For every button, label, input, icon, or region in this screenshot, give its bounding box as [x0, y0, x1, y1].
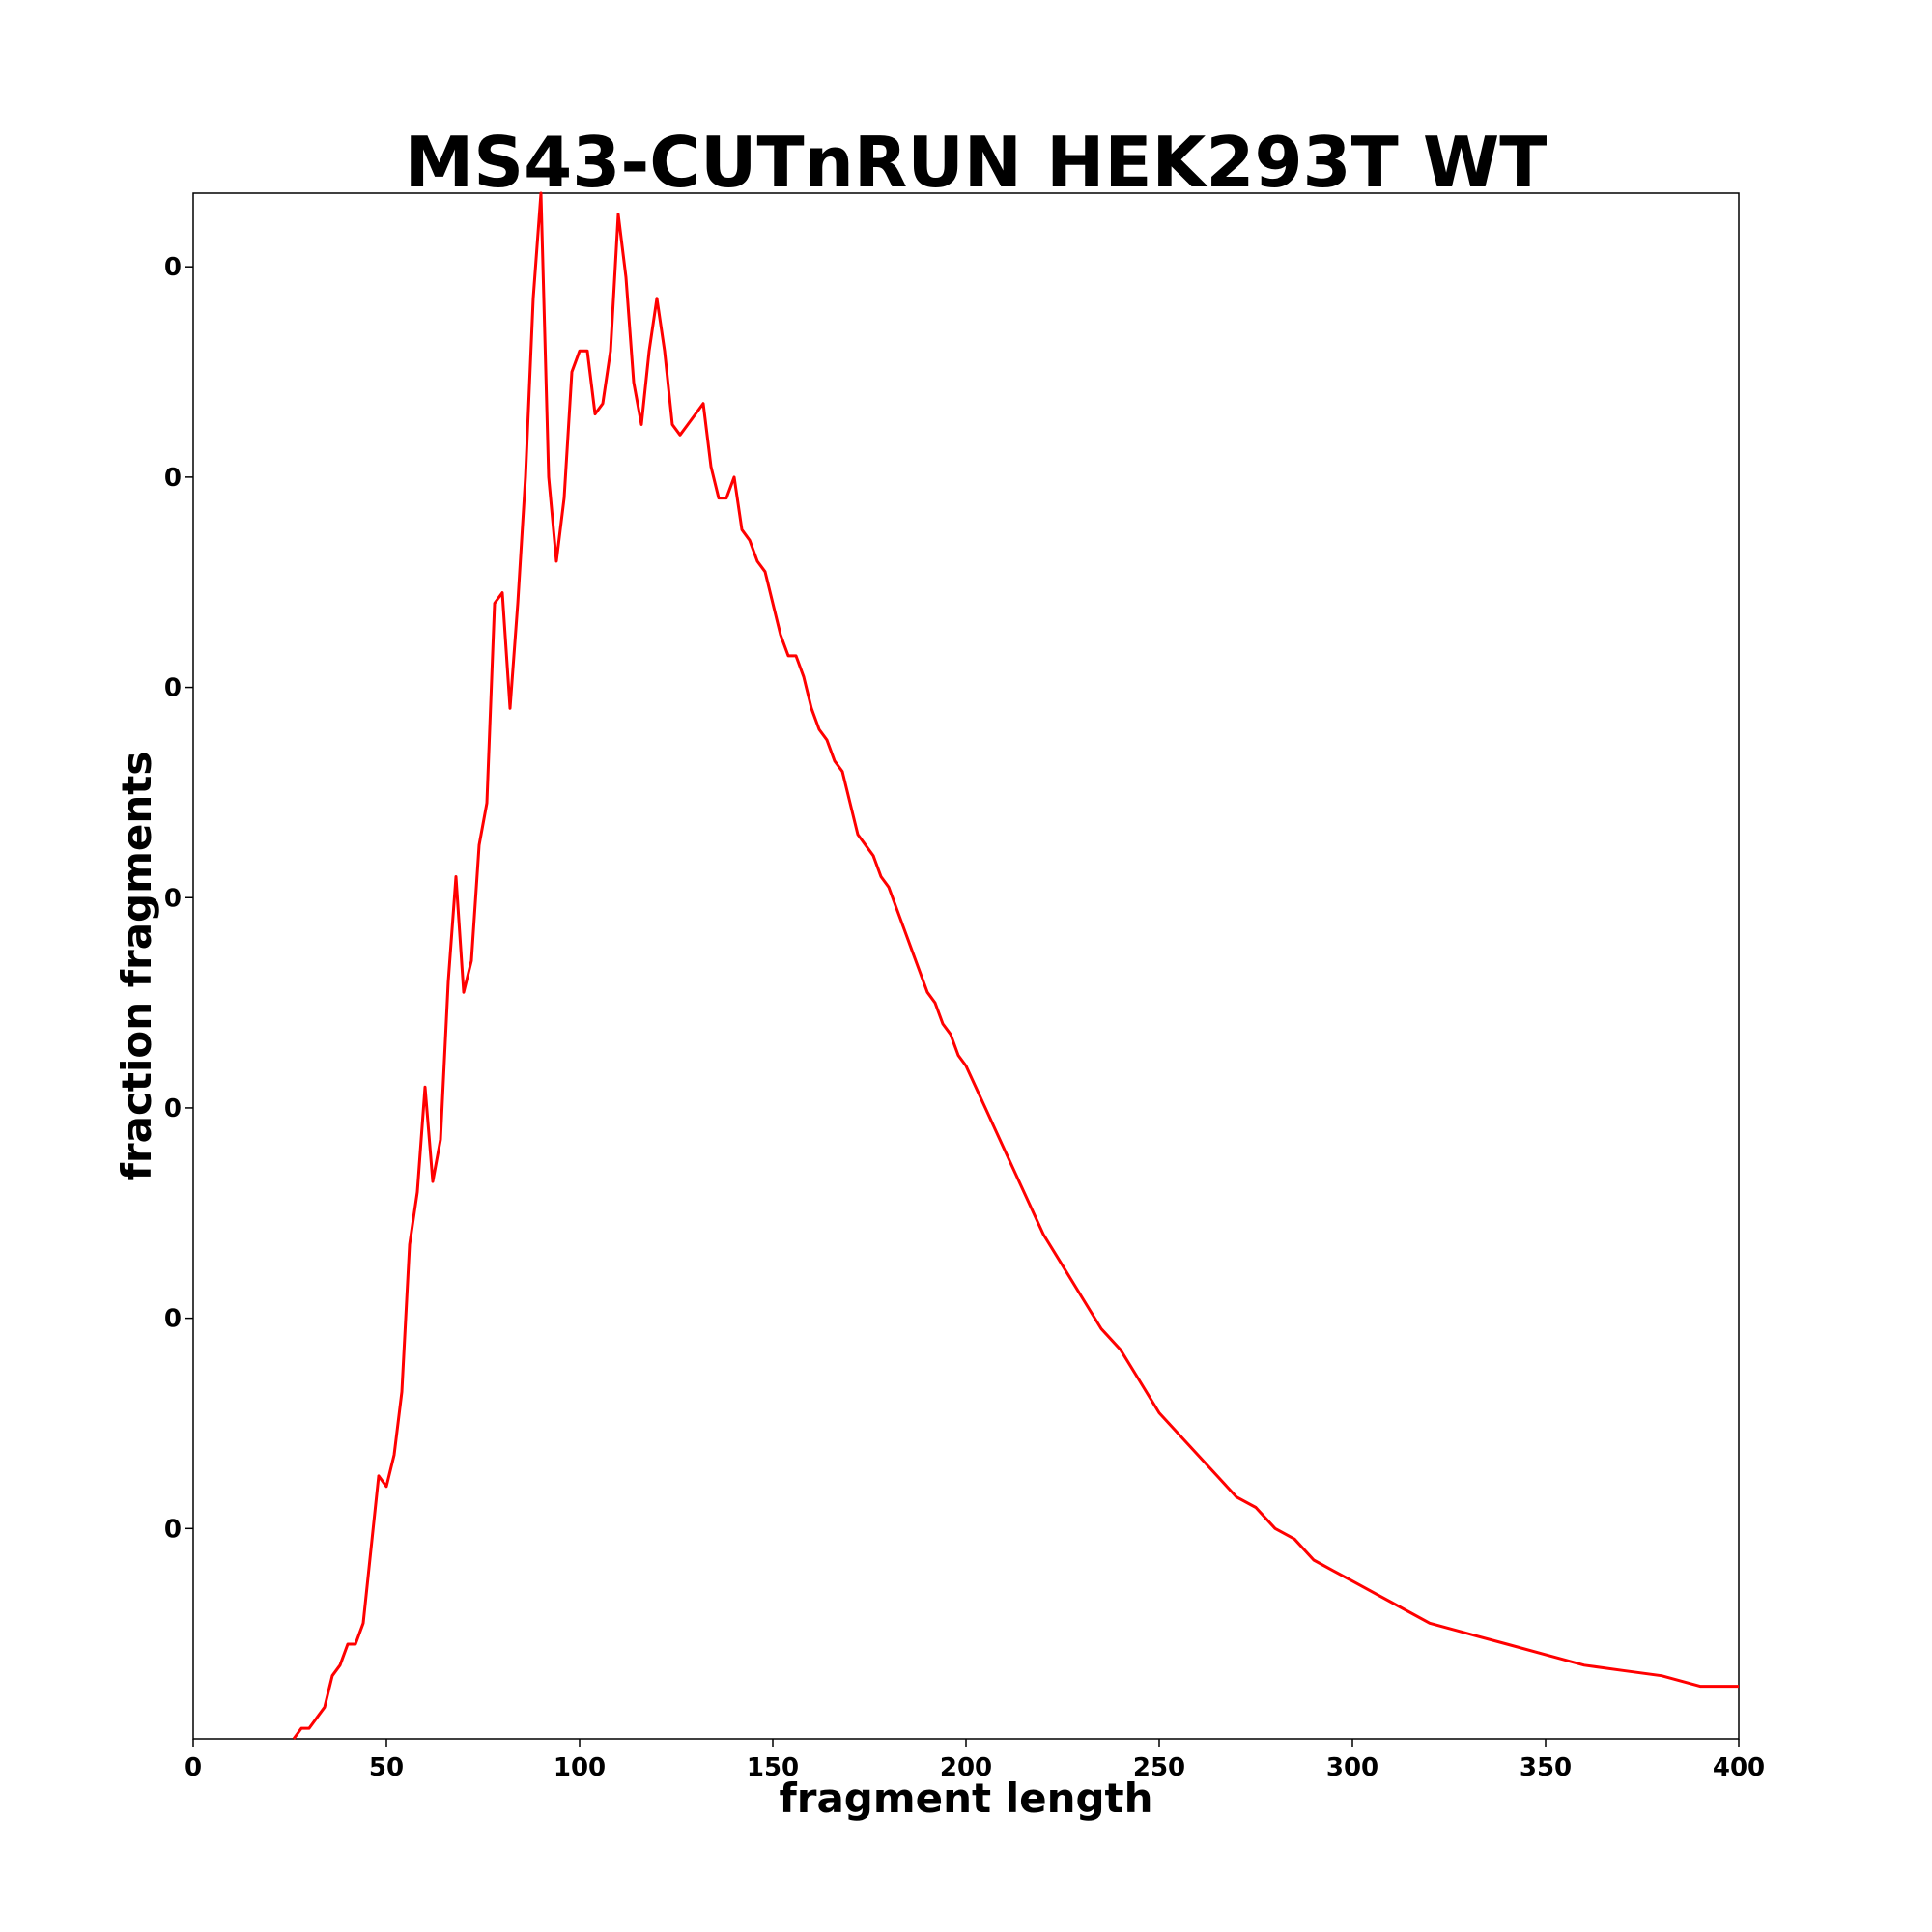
y-tick-label: 0: [164, 1094, 182, 1123]
x-tick-label: 250: [1133, 1753, 1185, 1782]
x-tick-label: 350: [1520, 1753, 1572, 1782]
y-tick-label: 0: [164, 1305, 182, 1334]
x-tick-label: 50: [369, 1753, 404, 1782]
series-line: [292, 191, 1739, 1740]
y-tick-label: 0: [164, 674, 182, 703]
chart-title: MS43-CUTnRUN HEK293T WT: [405, 122, 1548, 203]
x-tick-label: 100: [554, 1753, 606, 1782]
x-tick-label: 300: [1326, 1753, 1378, 1782]
y-axis: 0 0 0 0 0 0 0: [164, 253, 193, 1544]
x-axis-label: fragment length: [779, 1775, 1152, 1822]
y-tick-label: 0: [164, 1515, 182, 1544]
y-axis-label: fraction fragments: [113, 752, 160, 1181]
plot-area-frame: [192, 192, 1740, 1740]
y-tick-label: 0: [164, 464, 182, 493]
y-tick-label: 0: [164, 884, 182, 913]
x-tick-label: 200: [940, 1753, 992, 1782]
y-tick-label: 0: [164, 253, 182, 282]
x-tick-label: 150: [747, 1753, 799, 1782]
x-axis: 0 50 100 150 200 250 300 350 400: [185, 1739, 1765, 1782]
x-tick-label: 400: [1713, 1753, 1765, 1782]
x-tick-label: 0: [185, 1753, 202, 1782]
